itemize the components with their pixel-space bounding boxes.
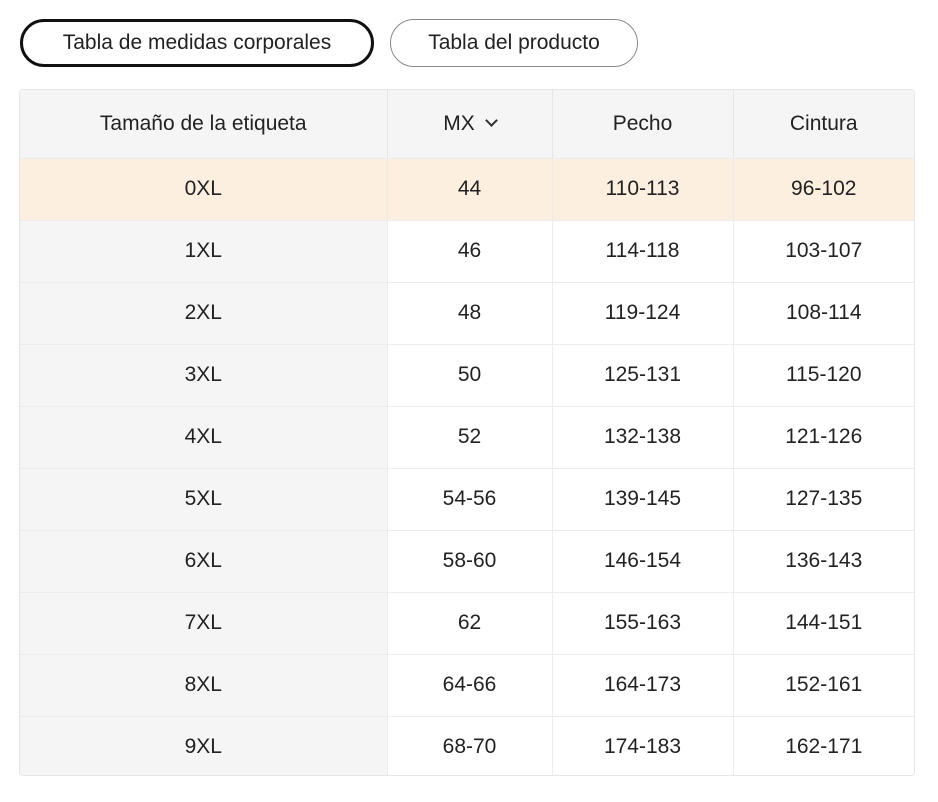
table-row: 2XL 48 119-124 108-114 <box>20 282 914 345</box>
cell-mx: 54-56 <box>387 468 553 531</box>
header-chest: Pecho <box>552 90 734 159</box>
table-row: 0XL 44 110-113 96-102 <box>20 158 914 221</box>
table-row: 6XL 58-60 146-154 136-143 <box>20 530 914 593</box>
cell-waist: 144-151 <box>733 592 914 655</box>
cell-chest: 114-118 <box>552 220 734 283</box>
cell-mx: 48 <box>387 282 553 345</box>
cell-chest: 139-145 <box>552 468 734 531</box>
cell-chest: 125-131 <box>552 344 734 407</box>
cell-waist: 127-135 <box>733 468 914 531</box>
cell-mx: 68-70 <box>387 716 553 775</box>
chevron-down-icon[interactable] <box>484 113 498 127</box>
table-row: 3XL 50 125-131 115-120 <box>20 344 914 407</box>
cell-label-size: 5XL <box>20 468 388 531</box>
table-row: 8XL 64-66 164-173 152-161 <box>20 654 914 717</box>
cell-mx: 62 <box>387 592 553 655</box>
cell-mx: 44 <box>387 158 553 221</box>
size-table: Tamaño de la etiqueta MX Pecho Cintura 0… <box>19 89 915 776</box>
cell-chest: 132-138 <box>552 406 734 469</box>
cell-waist: 152-161 <box>733 654 914 717</box>
cell-chest: 146-154 <box>552 530 734 593</box>
header-waist: Cintura <box>733 90 914 159</box>
header-region-select[interactable]: MX <box>387 90 553 159</box>
cell-waist: 108-114 <box>733 282 914 345</box>
tab-product-chart[interactable]: Tabla del producto <box>390 19 638 67</box>
table-row: 1XL 46 114-118 103-107 <box>20 220 914 283</box>
cell-label-size: 8XL <box>20 654 388 717</box>
cell-waist: 136-143 <box>733 530 914 593</box>
cell-chest: 110-113 <box>552 158 734 221</box>
cell-waist: 121-126 <box>733 406 914 469</box>
cell-waist: 162-171 <box>785 735 863 759</box>
tab-body-measurements[interactable]: Tabla de medidas corporales <box>20 19 374 67</box>
cell-label-size: 6XL <box>20 530 388 593</box>
table-row: 9XL 68-70 174-183 162-171 <box>20 716 914 775</box>
table-row: 5XL 54-56 139-145 127-135 <box>20 468 914 531</box>
chart-tabs: Tabla de medidas corporales Tabla del pr… <box>20 19 638 67</box>
header-label-size: Tamaño de la etiqueta <box>20 90 388 159</box>
cell-mx: 64-66 <box>387 654 553 717</box>
cell-label-size: 7XL <box>20 592 388 655</box>
header-region-label: MX <box>443 111 475 135</box>
cell-waist: 96-102 <box>733 158 914 221</box>
table-header-row: Tamaño de la etiqueta MX Pecho Cintura <box>20 90 914 159</box>
cell-label-size: 2XL <box>20 282 388 345</box>
cell-mx: 52 <box>387 406 553 469</box>
table-row: 7XL 62 155-163 144-151 <box>20 592 914 655</box>
cell-chest: 155-163 <box>552 592 734 655</box>
cell-label-size: 9XL <box>20 716 388 775</box>
cell-label-size: 1XL <box>20 220 388 283</box>
cell-label-size: 4XL <box>20 406 388 469</box>
cell-mx: 46 <box>387 220 553 283</box>
cell-waist: 115-120 <box>733 344 914 407</box>
cell-waist: 103-107 <box>733 220 914 283</box>
cell-chest: 164-173 <box>552 654 734 717</box>
cell-chest: 174-183 <box>552 716 734 775</box>
cell-label-size: 0XL <box>20 158 388 221</box>
cell-mx: 58-60 <box>387 530 553 593</box>
table-row: 4XL 52 132-138 121-126 <box>20 406 914 469</box>
cell-chest: 119-124 <box>552 282 734 345</box>
cell-label-size: 3XL <box>20 344 388 407</box>
cell-mx: 50 <box>387 344 553 407</box>
